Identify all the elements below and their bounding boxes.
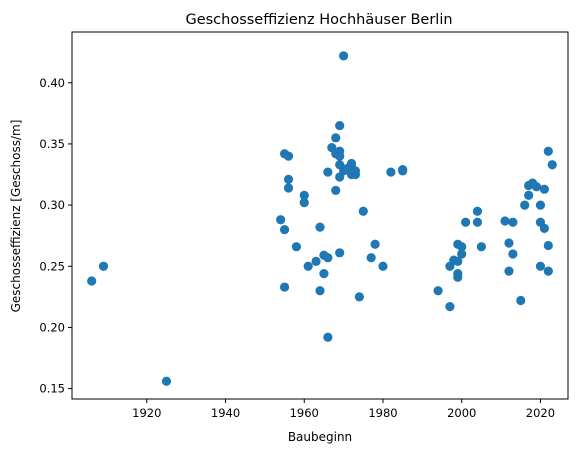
x-tick-label: 1980 <box>368 406 397 420</box>
plot-frame <box>72 32 568 399</box>
scatter-point <box>304 262 313 271</box>
scatter-point <box>99 262 108 271</box>
scatter-point <box>473 218 482 227</box>
y-tick-label: 0.15 <box>39 382 65 396</box>
scatter-point <box>331 133 340 142</box>
scatter-point <box>378 262 387 271</box>
scatter-point <box>371 240 380 249</box>
scatter-point <box>461 218 470 227</box>
scatter-point <box>300 198 309 207</box>
x-tick-label: 2020 <box>526 406 555 420</box>
y-tick-label: 0.20 <box>39 320 65 334</box>
scatter-point <box>335 152 344 161</box>
scatter-point <box>284 183 293 192</box>
scatter-point <box>544 241 553 250</box>
scatter-point <box>355 292 364 301</box>
x-tick-label: 2000 <box>447 406 476 420</box>
scatter-point <box>292 242 301 251</box>
scatter-point <box>398 166 407 175</box>
scatter-point <box>536 262 545 271</box>
scatter-point <box>280 282 289 291</box>
scatter-point <box>520 201 529 210</box>
scatter-point <box>315 223 324 232</box>
scatter-point <box>477 242 486 251</box>
scatter-point <box>453 273 462 282</box>
scatter-point <box>532 182 541 191</box>
scatter-point <box>504 238 513 247</box>
scatter-point <box>500 216 509 225</box>
scatter-point <box>548 160 557 169</box>
scatter-point <box>284 175 293 184</box>
scatter-point <box>445 302 454 311</box>
scatter-point <box>280 225 289 234</box>
scatter-point <box>540 185 549 194</box>
scatter-point <box>323 253 332 262</box>
scatter-point <box>508 249 517 258</box>
x-tick-label: 1960 <box>290 406 319 420</box>
x-axis-ticks: 1920 1940 1960 1980 2000 2020 <box>132 399 555 420</box>
scatter-point <box>473 207 482 216</box>
scatter-point <box>323 167 332 176</box>
scatter-point <box>339 51 348 60</box>
scatter-point <box>331 186 340 195</box>
scatter-point <box>544 147 553 156</box>
y-tick-label: 0.40 <box>39 76 65 90</box>
scatter-point <box>284 152 293 161</box>
scatter-point <box>540 224 549 233</box>
scatter-point <box>335 121 344 130</box>
scatter-point <box>319 269 328 278</box>
scatter-point <box>386 167 395 176</box>
data-points <box>87 51 557 386</box>
scatter-point <box>87 276 96 285</box>
scatter-point <box>504 267 513 276</box>
y-tick-label: 0.35 <box>39 137 65 151</box>
y-axis-label: Geschosseffizienz [Geschoss/m] <box>9 120 23 313</box>
chart-title: Geschosseffizienz Hochhäuser Berlin <box>185 12 452 28</box>
scatter-point <box>351 166 360 175</box>
scatter-point <box>544 267 553 276</box>
scatter-point <box>276 215 285 224</box>
x-tick-label: 1940 <box>211 406 240 420</box>
scatter-point <box>323 333 332 342</box>
scatter-point <box>315 286 324 295</box>
scatter-point <box>457 249 466 258</box>
y-tick-label: 0.30 <box>39 198 65 212</box>
scatter-point <box>508 218 517 227</box>
x-tick-label: 1920 <box>132 406 161 420</box>
scatter-point <box>162 377 171 386</box>
scatter-point <box>311 257 320 266</box>
scatter-point <box>536 201 545 210</box>
scatter-point <box>335 248 344 257</box>
x-axis-label: Baubeginn <box>288 430 352 444</box>
scatter-point <box>367 253 376 262</box>
scatter-point <box>524 191 533 200</box>
scatter-point <box>359 207 368 216</box>
y-axis-ticks: 0.15 0.20 0.25 0.30 0.35 0.40 <box>39 76 72 396</box>
scatter-point <box>516 296 525 305</box>
y-tick-label: 0.25 <box>39 259 65 273</box>
scatter-point <box>433 286 442 295</box>
